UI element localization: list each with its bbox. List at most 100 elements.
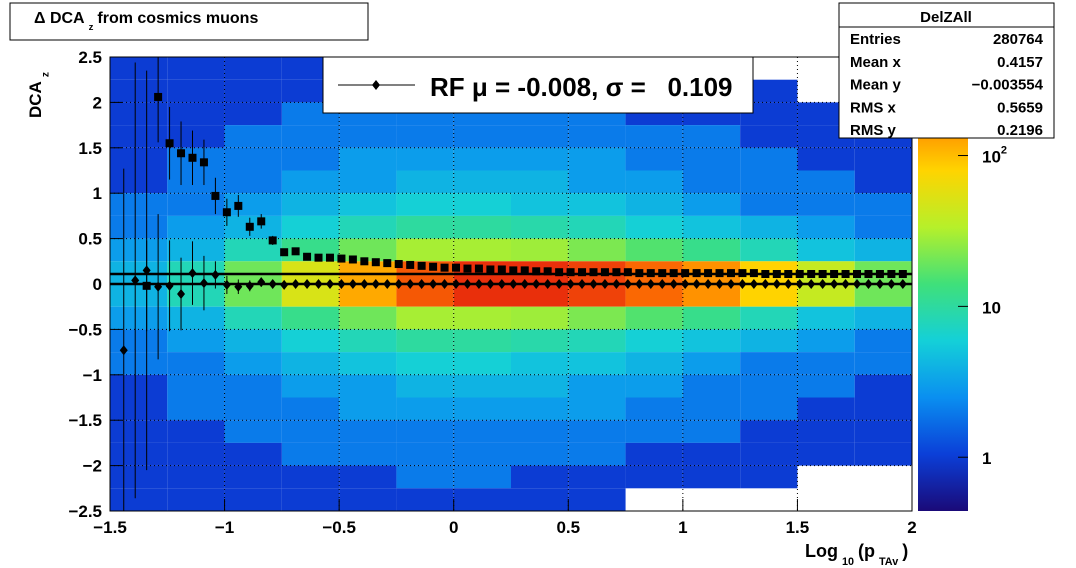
heat-cell <box>625 284 683 307</box>
heat-cell <box>167 420 225 443</box>
diamond-marker <box>864 279 873 289</box>
heat-cell <box>224 238 282 262</box>
heat-cell <box>797 147 855 171</box>
heat-cell <box>339 284 397 307</box>
z-tick-label: 1 <box>982 449 991 468</box>
stats-value: 0.2196 <box>997 122 1043 139</box>
heat-cell <box>110 352 168 375</box>
heat-cell <box>281 397 340 421</box>
square-marker <box>257 217 266 226</box>
heat-cell <box>511 125 569 148</box>
heat-cell <box>224 488 282 511</box>
square-marker <box>211 191 220 200</box>
heat-cell <box>396 329 454 353</box>
heat-cell <box>281 329 340 353</box>
heat-cell <box>453 488 511 511</box>
heat-cell <box>740 374 798 398</box>
x-tick-label: 1.5 <box>786 518 810 537</box>
stats-label: RMS y <box>850 122 897 139</box>
heat-cell <box>224 420 282 443</box>
heat-cell <box>568 329 626 353</box>
heat-cell <box>511 193 569 216</box>
heat-cell <box>511 352 569 375</box>
heat-cell <box>339 442 397 466</box>
diamond-marker <box>268 279 277 289</box>
heat-cell <box>281 374 340 398</box>
heat-cell <box>281 488 340 511</box>
square-marker <box>452 263 461 272</box>
square-marker <box>715 269 724 278</box>
heat-cell <box>854 374 912 398</box>
square-marker <box>303 252 312 261</box>
heat-cell <box>740 125 798 148</box>
heat-cell <box>110 57 168 80</box>
heat-cell <box>110 488 168 511</box>
heat-cell <box>453 215 511 239</box>
square-marker <box>704 269 713 278</box>
heat-cell <box>854 215 912 239</box>
diamond-marker <box>394 279 403 289</box>
square-marker <box>314 253 323 262</box>
heat-cell <box>339 193 397 216</box>
diamond-marker <box>772 279 781 289</box>
heat-cell <box>740 102 798 126</box>
heat-cell <box>339 374 397 398</box>
heat-cell <box>511 465 569 489</box>
diamond-marker <box>635 279 644 289</box>
heat-cell <box>797 170 855 194</box>
diamond-marker <box>234 281 243 292</box>
square-marker <box>681 269 690 278</box>
heat-cell <box>854 170 912 194</box>
diamond-marker <box>715 279 724 289</box>
heat-cell <box>854 306 912 330</box>
heat-cell <box>224 442 282 466</box>
diamond-marker <box>589 279 598 289</box>
y-tick-label: 2.5 <box>78 48 102 67</box>
heat-cell <box>511 397 569 421</box>
y-tick-label: 2 <box>93 93 102 112</box>
heat-cell <box>396 147 454 171</box>
heat-cell <box>281 147 340 171</box>
heat-cell <box>339 261 397 284</box>
diamond-marker <box>348 279 357 289</box>
y-tick-label: −1.5 <box>68 411 102 430</box>
square-marker <box>463 264 472 273</box>
square-marker <box>726 269 735 278</box>
heat-cell <box>339 488 397 511</box>
heat-cell <box>167 488 225 511</box>
heat-cell <box>797 352 855 375</box>
y-tick-label: −1 <box>83 366 102 385</box>
square-marker <box>738 269 747 278</box>
heat-cell <box>167 329 225 353</box>
diamond-marker <box>566 279 575 289</box>
heat-cell <box>110 215 168 239</box>
diamond-marker <box>177 288 186 299</box>
x-axis-label-part: 10 <box>842 556 854 568</box>
heat-cell <box>682 215 741 239</box>
heat-cell <box>453 284 511 307</box>
diamond-marker <box>383 279 392 289</box>
y-tick-label: 1 <box>93 184 102 203</box>
heat-cell <box>511 215 569 239</box>
heat-cell <box>281 352 340 375</box>
heat-cell <box>740 79 798 103</box>
diamond-marker <box>784 279 793 289</box>
heat-cell <box>453 465 511 489</box>
diamond-marker <box>646 279 655 289</box>
heat-cell <box>110 397 168 421</box>
heat-cell <box>797 329 855 353</box>
diamond-marker <box>669 279 678 289</box>
square-marker <box>795 270 804 279</box>
heat-cell <box>110 102 168 126</box>
heat-cell <box>797 397 855 421</box>
heat-cell <box>110 284 168 307</box>
square-marker <box>887 270 896 279</box>
heat-cell <box>339 170 397 194</box>
heat-cell <box>281 306 340 330</box>
heat-cell <box>339 420 397 443</box>
square-marker <box>864 270 873 279</box>
square-marker <box>612 268 621 277</box>
diamond-marker <box>257 277 266 288</box>
heat-cell <box>453 420 511 443</box>
